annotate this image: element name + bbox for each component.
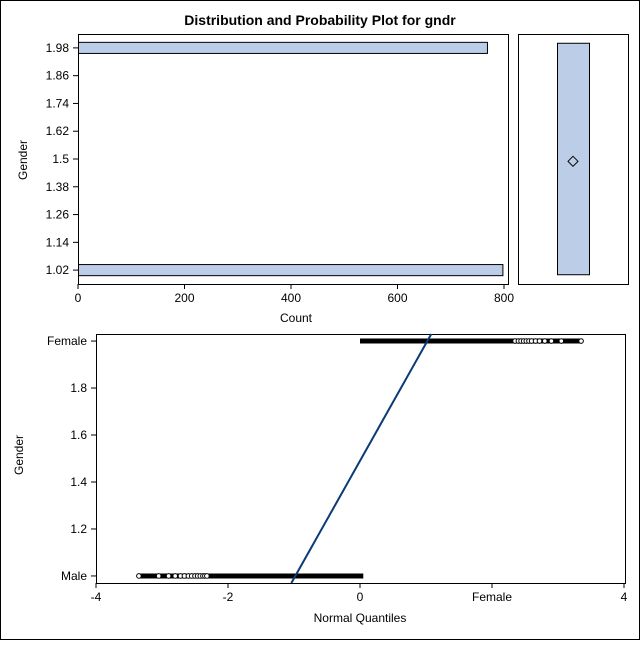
female-point — [578, 338, 584, 344]
probability-plot-x-tick-label: -4 — [91, 590, 102, 604]
female-point — [558, 338, 565, 344]
probability-plot-x-tick-label: 4 — [621, 590, 628, 604]
probability-plot-frame — [96, 334, 626, 584]
probability-plot-x-tick-label: -2 — [223, 590, 234, 604]
male-point — [136, 573, 142, 579]
histogram-y-tick-label: 1.5 — [52, 152, 69, 166]
histogram-y-axis-title: Gender — [16, 140, 30, 180]
male-point — [165, 573, 172, 579]
probability-plot-y-tick-label: Male — [61, 569, 87, 583]
histogram-x-tick-label: 800 — [494, 291, 514, 305]
female-point — [536, 338, 543, 344]
probability-plot-x-tick-label: 0 — [357, 590, 364, 604]
boxplot-frame — [518, 34, 629, 285]
histogram-y-tick-label: 1.74 — [46, 96, 70, 110]
histogram-x-axis-title: Count — [280, 311, 313, 325]
chart-title: Distribution and Probability Plot for gn… — [184, 12, 456, 28]
probability-plot-y-tick-label: 1.2 — [70, 522, 87, 536]
histogram-y-tick-label: 1.62 — [46, 124, 70, 138]
boxplot-box — [557, 42, 590, 276]
probability-plot-x-axis: -4 -2 0 Female 4 — [91, 583, 628, 604]
male-point — [155, 573, 162, 579]
histogram-x-axis: 0 200 400 600 800 — [75, 284, 514, 305]
male-point — [172, 573, 178, 579]
histogram-bar-1-98 — [78, 41, 488, 54]
probability-plot-y-axis: Female 1.8 1.6 1.4 1.2 Male — [47, 334, 96, 583]
histogram-bars — [78, 41, 504, 277]
histogram-panel: 1.98 1.86 1.74 1.62 1.5 1.38 1.26 1.14 1.02 0 200… — [16, 34, 514, 325]
histogram-bar-1-02 — [78, 264, 504, 277]
probability-plot-fit-line — [290, 333, 433, 584]
probability-plot-y-tick-label: Female — [47, 334, 87, 348]
histogram-y-tick-label: 1.14 — [46, 235, 70, 249]
probability-plot-panel: Female 1.8 1.6 1.4 1.2 Male -4 -2 0 Female 4 Gend… — [12, 333, 628, 625]
histogram-y-axis: 1.98 1.86 1.74 1.62 1.5 1.38 1.26 1.14 1.02 — [46, 41, 78, 277]
probability-plot-y-tick-label: 1.8 — [70, 381, 87, 395]
probability-plot-y-tick-label: 1.4 — [70, 475, 87, 489]
histogram-y-tick-label: 1.86 — [46, 69, 70, 83]
histogram-frame — [78, 34, 509, 285]
histogram-x-tick-label: 200 — [174, 291, 194, 305]
female-point — [548, 338, 555, 344]
male-point — [204, 573, 210, 579]
histogram-x-tick-label: 600 — [387, 291, 407, 305]
boxplot-mean-marker — [567, 155, 579, 168]
boxplot-marks — [557, 42, 590, 276]
boxplot-panel — [518, 34, 629, 285]
probability-plot-points — [136, 338, 584, 579]
histogram-y-tick-label: 1.98 — [46, 41, 70, 55]
histogram-x-tick-label: 0 — [75, 291, 82, 305]
histogram-y-tick-label: 1.26 — [46, 208, 70, 222]
probability-plot-x-tick-label: Female — [472, 590, 512, 604]
fit-line — [290, 333, 433, 584]
histogram-y-tick-label: 1.02 — [46, 263, 70, 277]
histogram-y-tick-label: 1.38 — [46, 180, 70, 194]
probability-plot-y-axis-title: Gender — [12, 435, 26, 475]
female-point — [542, 338, 548, 344]
probability-plot-x-axis-title: Normal Quantiles — [314, 611, 407, 625]
probability-plot-y-tick-label: 1.6 — [70, 428, 87, 442]
histogram-x-tick-label: 400 — [281, 291, 301, 305]
